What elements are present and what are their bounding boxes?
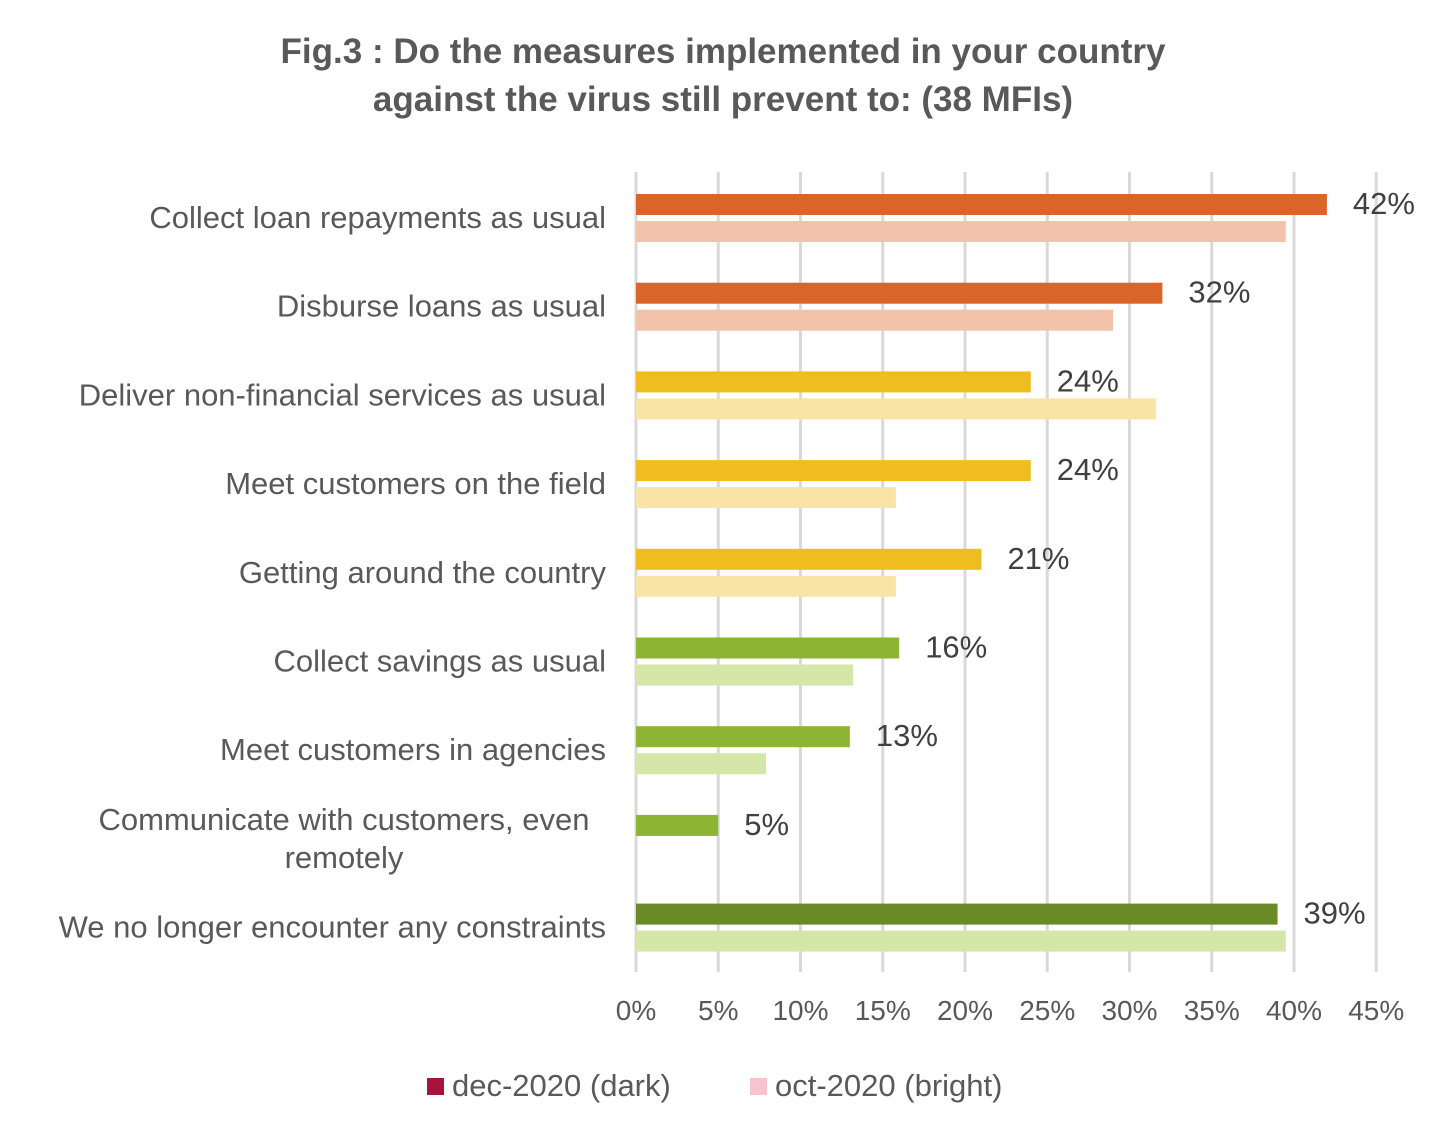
bar-dec-2020: [636, 814, 719, 836]
x-tick-label: 25%: [1019, 995, 1075, 1026]
bar-oct-2020: [636, 664, 854, 686]
bar-dec-2020: [636, 903, 1278, 925]
category-label: Communicate with customers, even remotely: [98, 802, 589, 875]
bar-dec-2020: [636, 371, 1031, 393]
category-label-line: remotely: [285, 840, 404, 875]
x-tick-label: 10%: [772, 995, 828, 1026]
bar-oct-2020: [636, 309, 1114, 331]
data-label: 32%: [1188, 275, 1250, 310]
bar-oct-2020: [636, 487, 896, 509]
data-label: 13%: [876, 718, 938, 753]
chart-title: Fig.3 : Do the measures implemented in y…: [0, 28, 1446, 124]
data-label: 5%: [744, 807, 789, 842]
category-label: Deliver non-financial services as usual: [79, 377, 606, 412]
data-label: 39%: [1304, 896, 1366, 931]
x-tick-label: 20%: [937, 995, 993, 1026]
legend-swatch-oct-2020: [750, 1077, 767, 1095]
category-label: Collect savings as usual: [273, 644, 606, 679]
bar-dec-2020: [636, 637, 900, 659]
x-tick-label: 15%: [855, 995, 911, 1026]
bar-oct-2020: [636, 753, 766, 775]
bar-oct-2020: [636, 930, 1286, 952]
x-tick-label: 35%: [1184, 995, 1240, 1026]
bar-oct-2020: [636, 221, 1286, 242]
bar-oct-2020: [636, 575, 896, 597]
legend-swatch-dec-2020: [427, 1077, 444, 1095]
bar-dec-2020: [636, 194, 1327, 215]
bar-dec-2020: [636, 726, 850, 748]
chart-title-line-1: Fig.3 : Do the measures implemented in y…: [280, 32, 1166, 71]
x-tick-label: 30%: [1101, 995, 1157, 1026]
bar-dec-2020: [636, 460, 1031, 482]
x-tick-label: 0%: [616, 995, 656, 1026]
data-label: 16%: [925, 630, 987, 665]
legend-item-oct-2020: oct-2020 (bright): [750, 1066, 1002, 1106]
category-label: Getting around the country: [239, 555, 607, 590]
x-tick-label: 40%: [1266, 995, 1322, 1026]
x-tick-label: 45%: [1348, 995, 1404, 1026]
data-label: 24%: [1057, 452, 1119, 487]
category-label: Meet customers on the field: [225, 466, 606, 501]
bar-oct-2020: [636, 398, 1156, 420]
data-label: 24%: [1057, 363, 1119, 398]
legend-item-dec-2020: dec-2020 (dark): [427, 1066, 671, 1106]
chart-title-line-2: against the virus still prevent to: (38 …: [372, 80, 1074, 119]
category-label: Disburse loans as usual: [277, 289, 606, 324]
legend-label-oct-2020: oct-2020 (bright): [775, 1068, 1003, 1103]
category-label: Meet customers in agencies: [220, 732, 606, 767]
data-label: 21%: [1007, 541, 1069, 576]
data-label: 42%: [1353, 186, 1415, 221]
bar-dec-2020: [636, 282, 1163, 304]
category-label: We no longer encounter any constraints: [59, 910, 606, 945]
category-label-line: Communicate with customers, even: [98, 802, 589, 837]
legend-label-dec-2020: dec-2020 (dark): [452, 1068, 671, 1103]
bar-dec-2020: [636, 548, 982, 570]
category-label: Collect loan repayments as usual: [149, 200, 606, 235]
x-tick-label: 5%: [698, 995, 738, 1026]
